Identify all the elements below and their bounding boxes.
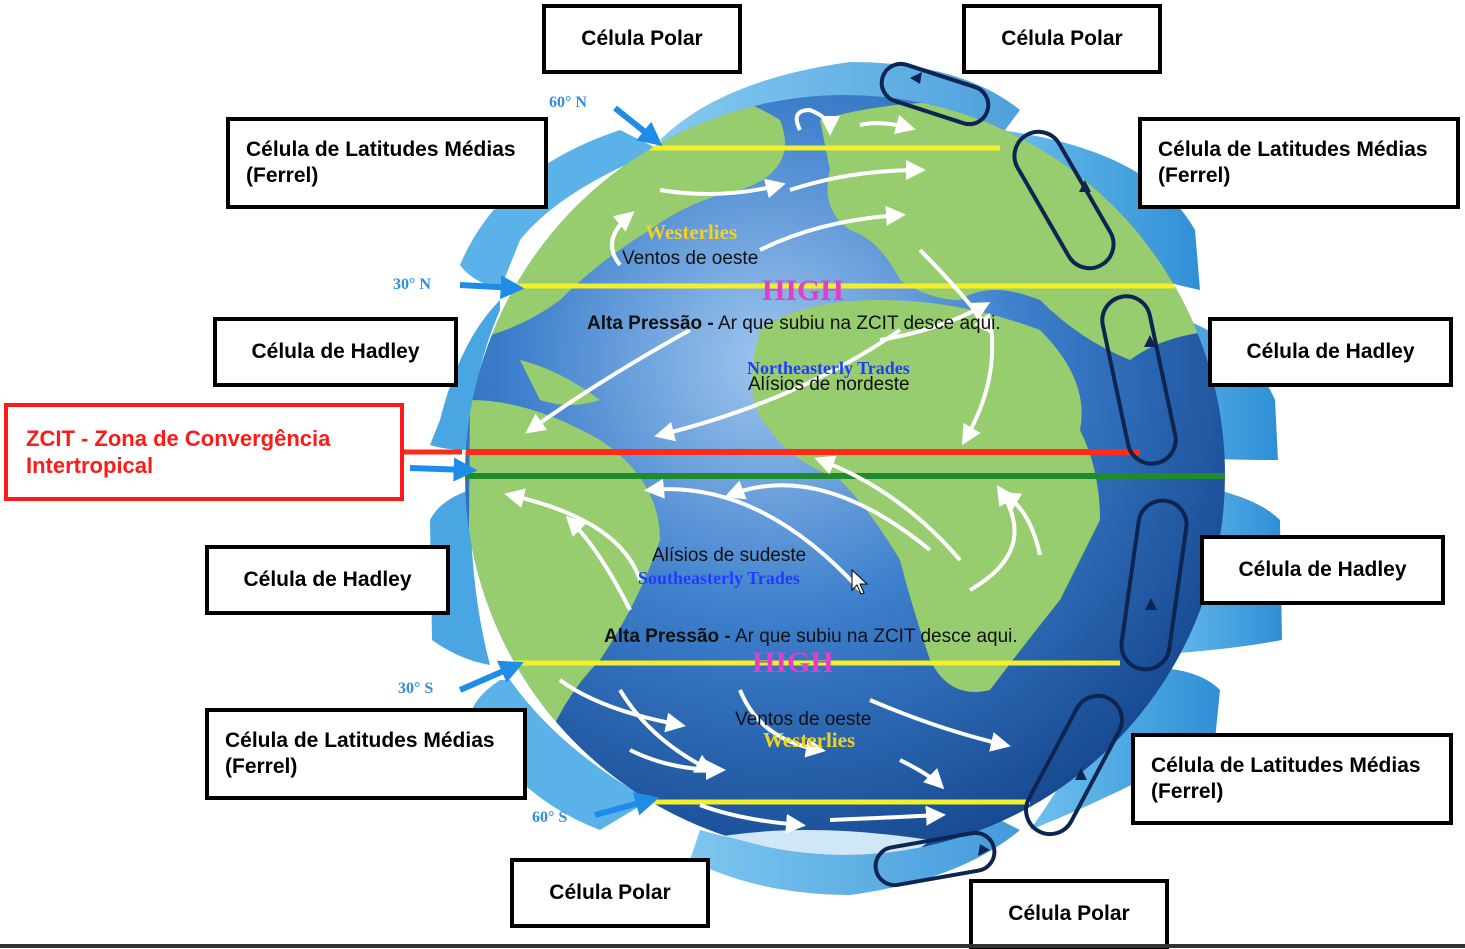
lat-30s: 30° S [398, 680, 434, 697]
lat-60s: 60° S [532, 809, 568, 826]
box-hadley-ne: Célula de Hadley [1208, 317, 1453, 387]
box-hadley-se: Célula de Hadley [1200, 535, 1445, 605]
box-label: Célula Polar [1001, 26, 1123, 50]
north-pressure-rest: Ar que subiu na ZCIT desce aqui. [713, 313, 1001, 334]
south-high: HIGH [752, 646, 834, 679]
north-high: HIGH [762, 274, 844, 307]
latitude-pointer-arrows [409, 105, 663, 818]
box-hadley-sw: Célula de Hadley [205, 545, 450, 615]
box-label: Célula Polar [1008, 901, 1130, 925]
box-label: Célula de Latitudes Médias [225, 728, 495, 752]
north-pressure: Alta Pressão - Ar que subiu na ZCIT desc… [587, 313, 1001, 335]
lat-30n: 30° N [393, 276, 431, 293]
north-pressure-bold: Alta Pressão - [587, 313, 714, 334]
bottom-divider [0, 944, 1465, 948]
south-pressure-bold: Alta Pressão - [604, 626, 731, 647]
box-label-sub: (Ferrel) [246, 164, 319, 187]
north-westerlies-en: Westerlies [645, 220, 738, 244]
south-pressure: Alta Pressão - Ar que subiu na ZCIT desc… [604, 626, 1018, 648]
box-zcit: ZCIT - Zona de Convergência Intertropical [4, 403, 404, 501]
south-westerlies-pt: Ventos de oeste [735, 709, 872, 730]
south-pressure-rest: Ar que subiu na ZCIT desce aqui. [730, 626, 1018, 647]
lat-60n: 60° N [549, 94, 587, 111]
wind-arrows [504, 107, 1042, 834]
box-label: Célula de Latitudes Médias [1158, 137, 1428, 161]
cursor-icon [851, 568, 869, 595]
box-polar-bottom-right: Célula Polar [969, 879, 1169, 949]
north-trades-pt: Alísios de nordeste [748, 374, 910, 395]
box-ferrel-nw: Célula de Latitudes Médias (Ferrel) [226, 117, 548, 209]
box-ferrel-sw: Célula de Latitudes Médias (Ferrel) [205, 708, 527, 800]
box-label: Célula de Latitudes Médias [1151, 753, 1421, 777]
box-polar-top-right: Célula Polar [962, 4, 1162, 74]
south-westerlies-en: Westerlies [763, 728, 856, 752]
box-label-sub: Intertropical [26, 453, 154, 478]
box-label: Célula de Hadley [1246, 339, 1415, 363]
south-trades-pt: Alísios de sudeste [652, 545, 807, 566]
north-westerlies-pt: Ventos de oeste [622, 248, 759, 269]
box-label: Célula Polar [549, 880, 671, 904]
south-trades-en: Southeasterly Trades [638, 568, 800, 588]
north-trades-en: Northeasterly Trades [747, 358, 910, 378]
box-polar-bottom-left: Célula Polar [510, 858, 710, 928]
box-label: Célula de Hadley [243, 567, 412, 591]
box-label: Célula de Latitudes Médias [246, 137, 516, 161]
box-label: Célula Polar [581, 26, 703, 50]
box-label: Célula de Hadley [251, 339, 420, 363]
box-label: ZCIT - Zona de Convergência [26, 425, 331, 451]
box-polar-top-left: Célula Polar [542, 4, 742, 74]
box-label-sub: (Ferrel) [1158, 164, 1231, 187]
box-ferrel-ne: Célula de Latitudes Médias (Ferrel) [1138, 117, 1460, 209]
box-label-sub: (Ferrel) [225, 755, 298, 778]
box-label: Célula de Hadley [1238, 557, 1407, 581]
box-label-sub: (Ferrel) [1151, 780, 1224, 803]
cell-arrowheads [910, 72, 1157, 856]
box-ferrel-se: Célula de Latitudes Médias (Ferrel) [1131, 733, 1453, 825]
box-hadley-nw: Célula de Hadley [213, 317, 458, 387]
